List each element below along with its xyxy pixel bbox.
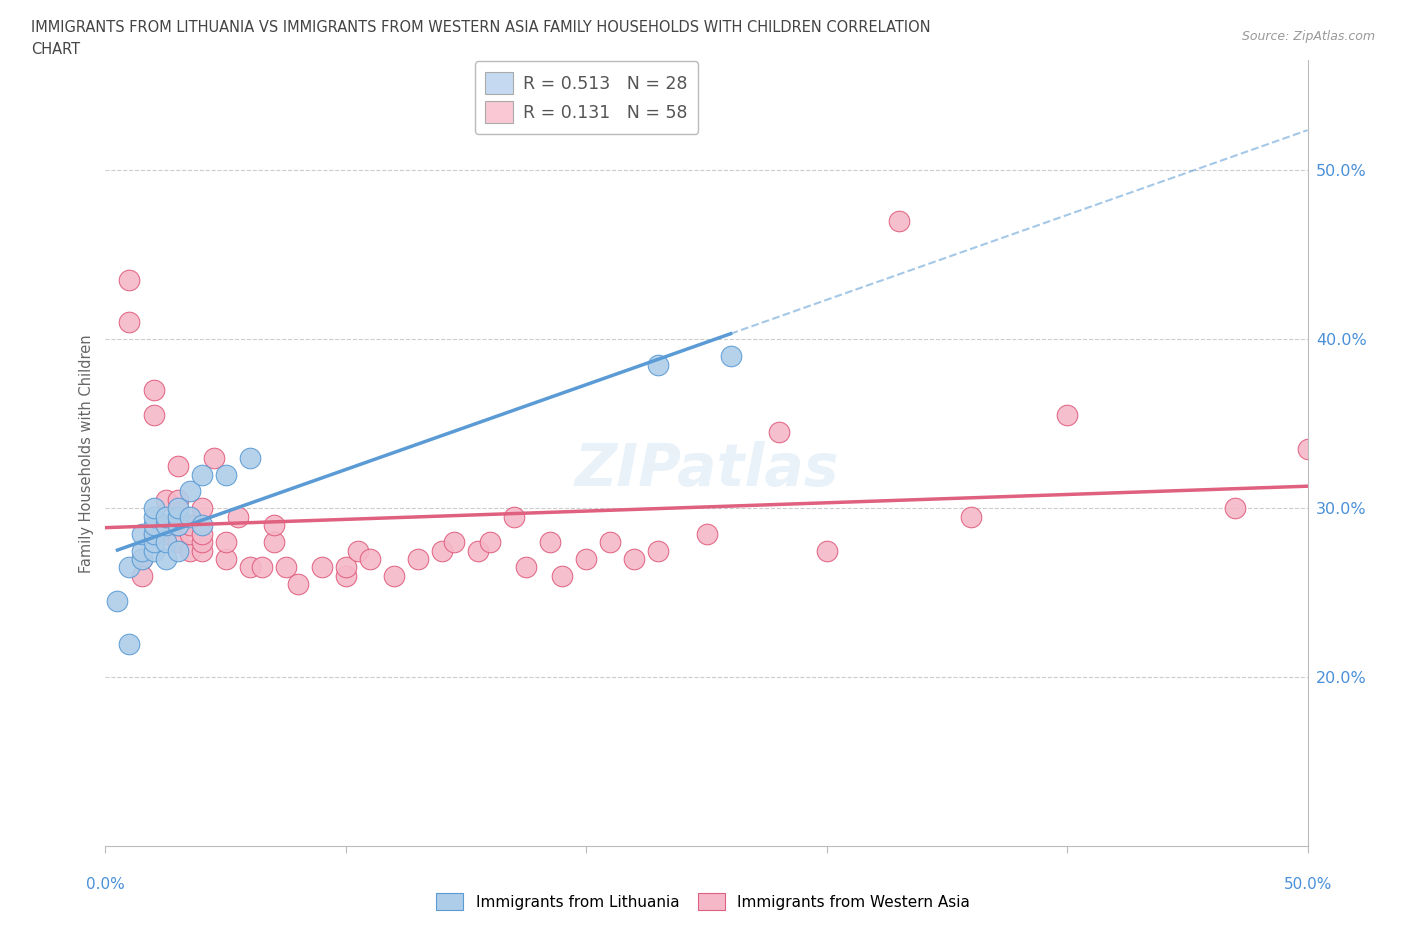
Point <box>467 543 489 558</box>
Text: CHART: CHART <box>31 42 80 57</box>
Point <box>647 357 669 372</box>
Point <box>107 594 129 609</box>
Point <box>166 492 188 507</box>
Point <box>430 543 453 558</box>
Point <box>155 510 177 525</box>
Point <box>239 450 262 465</box>
Text: 0.0%: 0.0% <box>86 877 125 892</box>
Point <box>131 551 153 566</box>
Point <box>179 484 201 498</box>
Point <box>166 535 188 550</box>
Point <box>214 551 236 566</box>
Point <box>131 526 153 541</box>
Point <box>1056 408 1078 423</box>
Point <box>696 526 718 541</box>
Text: 50.0%: 50.0% <box>1284 877 1331 892</box>
Point <box>335 568 357 583</box>
Point <box>166 510 188 525</box>
Point <box>166 518 188 533</box>
Point <box>503 510 526 525</box>
Point <box>382 568 405 583</box>
Point <box>142 382 165 397</box>
Point <box>190 543 212 558</box>
Point <box>190 535 212 550</box>
Point <box>960 510 983 525</box>
Point <box>190 526 212 541</box>
Point <box>479 535 502 550</box>
Point <box>1296 442 1319 457</box>
Point <box>214 467 236 482</box>
Point <box>118 272 141 287</box>
Point <box>131 543 153 558</box>
Point <box>335 560 357 575</box>
Point <box>887 214 910 229</box>
Point <box>142 408 165 423</box>
Text: ZIPatlas: ZIPatlas <box>574 441 839 498</box>
Point <box>179 526 201 541</box>
Point <box>166 458 188 473</box>
Point <box>142 501 165 516</box>
Point <box>551 568 574 583</box>
Point <box>155 526 177 541</box>
Point <box>515 560 537 575</box>
Text: IMMIGRANTS FROM LITHUANIA VS IMMIGRANTS FROM WESTERN ASIA FAMILY HOUSEHOLDS WITH: IMMIGRANTS FROM LITHUANIA VS IMMIGRANTS … <box>31 20 931 35</box>
Point <box>575 551 598 566</box>
Point <box>155 518 177 533</box>
Point <box>347 543 370 558</box>
Point <box>263 535 285 550</box>
Point <box>179 518 201 533</box>
Point <box>131 551 153 566</box>
Point <box>1225 501 1247 516</box>
Point <box>118 636 141 651</box>
Point <box>190 467 212 482</box>
Point <box>142 518 165 533</box>
Point <box>179 510 201 525</box>
Point <box>406 551 429 566</box>
Point <box>155 551 177 566</box>
Point <box>274 560 297 575</box>
Point <box>155 535 177 550</box>
Legend: Immigrants from Lithuania, Immigrants from Western Asia: Immigrants from Lithuania, Immigrants fr… <box>429 885 977 918</box>
Point <box>359 551 381 566</box>
Point <box>142 535 165 550</box>
Point <box>118 315 141 330</box>
Point <box>166 518 188 533</box>
Point <box>142 526 165 541</box>
Point <box>720 349 742 364</box>
Point <box>155 518 177 533</box>
Point <box>815 543 838 558</box>
Legend: R = 0.513   N = 28, R = 0.131   N = 58: R = 0.513 N = 28, R = 0.131 N = 58 <box>475 61 697 134</box>
Point <box>142 543 165 558</box>
Point <box>226 510 249 525</box>
Point <box>179 543 201 558</box>
Point <box>190 501 212 516</box>
Point <box>166 501 188 516</box>
Text: Source: ZipAtlas.com: Source: ZipAtlas.com <box>1241 30 1375 43</box>
Point <box>190 518 212 533</box>
Y-axis label: Family Households with Children: Family Households with Children <box>79 334 94 573</box>
Point <box>287 577 309 591</box>
Point <box>538 535 561 550</box>
Point <box>768 425 790 440</box>
Point <box>311 560 333 575</box>
Point <box>250 560 273 575</box>
Point <box>118 560 141 575</box>
Point <box>142 526 165 541</box>
Point <box>599 535 621 550</box>
Point <box>239 560 262 575</box>
Point <box>142 510 165 525</box>
Point <box>623 551 645 566</box>
Point <box>202 450 225 465</box>
Point <box>263 518 285 533</box>
Point <box>647 543 669 558</box>
Point <box>214 535 236 550</box>
Point <box>131 568 153 583</box>
Point <box>166 543 188 558</box>
Point <box>155 492 177 507</box>
Point <box>443 535 465 550</box>
